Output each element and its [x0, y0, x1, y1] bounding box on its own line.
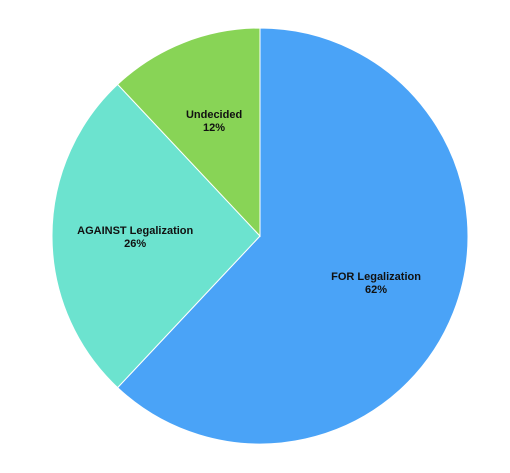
pie-slice-against-legalization [51, 83, 261, 389]
slice-label-value: 26% [124, 238, 146, 250]
slice-label-name: AGAINST Legalization [77, 225, 193, 237]
slice-label-value: 62% [365, 284, 387, 296]
slice-label-name: Undecided [186, 109, 242, 121]
slice-label-value: 12% [203, 122, 225, 134]
pie-slice-undecided [116, 27, 261, 238]
slices-layer [51, 27, 469, 445]
slice-label-name: FOR Legalization [331, 271, 421, 283]
pie-slice-for-legalization [116, 27, 469, 445]
